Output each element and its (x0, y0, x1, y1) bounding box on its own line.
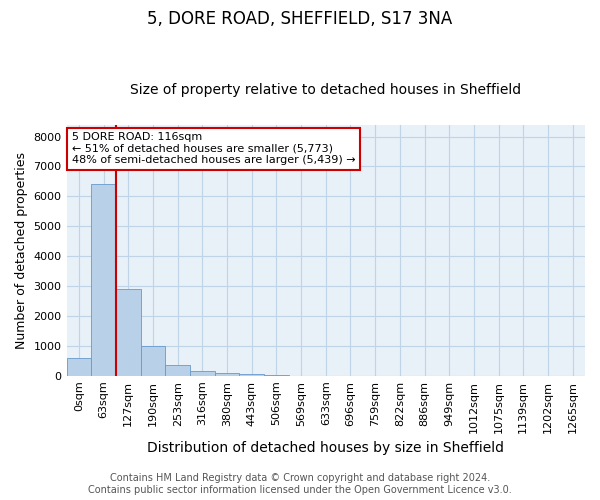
Bar (67, 358, 91, 376)
Bar (116, 289, 140, 376)
Title: Size of property relative to detached houses in Sheffield: Size of property relative to detached ho… (130, 83, 521, 97)
Bar (215, 373, 239, 376)
Bar (190, 371, 215, 376)
Bar (91, 184, 116, 376)
Bar (165, 364, 190, 376)
Text: Contains HM Land Registry data © Crown copyright and database right 2024.
Contai: Contains HM Land Registry data © Crown c… (88, 474, 512, 495)
Bar (239, 374, 264, 376)
X-axis label: Distribution of detached houses by size in Sheffield: Distribution of detached houses by size … (147, 441, 504, 455)
Bar (140, 346, 165, 376)
Y-axis label: Number of detached properties: Number of detached properties (15, 152, 28, 348)
Text: 5 DORE ROAD: 116sqm
← 51% of detached houses are smaller (5,773)
48% of semi-det: 5 DORE ROAD: 116sqm ← 51% of detached ho… (72, 132, 355, 166)
Text: 5, DORE ROAD, SHEFFIELD, S17 3NA: 5, DORE ROAD, SHEFFIELD, S17 3NA (148, 10, 452, 28)
Bar (264, 375, 289, 376)
